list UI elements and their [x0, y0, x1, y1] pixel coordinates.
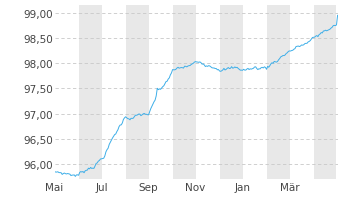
Bar — [267, 6, 290, 179]
Bar — [79, 6, 102, 179]
Bar — [220, 6, 242, 179]
Bar — [125, 6, 149, 179]
Bar — [313, 6, 337, 179]
Bar — [173, 6, 195, 179]
